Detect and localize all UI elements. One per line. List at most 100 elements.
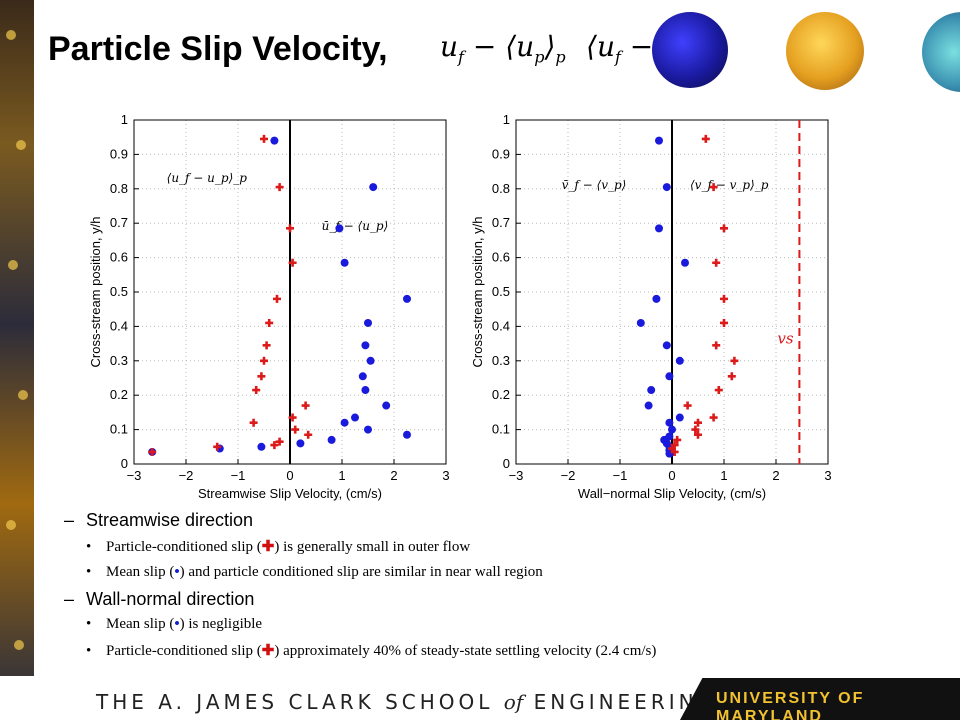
plus-marker-icon	[249, 418, 258, 427]
mean-slip-point	[652, 294, 661, 303]
mean-slip-point	[655, 136, 663, 145]
conditioned-slip-point	[727, 372, 736, 381]
bullet-streamwise-2: • Mean slip (•) and particle conditioned …	[86, 564, 924, 581]
conditioned-slip-point	[286, 224, 294, 233]
bullet-streamwise-1: • Particle-conditioned slip (✚) is genera…	[86, 537, 924, 556]
wallnormal-slip-chart: −3 −2 −1 0 1 2 3 0 0.1 0.2 0.3 0.4 0.5 0.6 0.7 0.8 0.9 1 W…	[470, 112, 832, 501]
mean-slip-point	[351, 413, 359, 422]
text: ) is generally small in outer flow	[274, 539, 471, 555]
conditioned-slip-point	[720, 318, 728, 327]
mean-slip-point	[364, 425, 372, 434]
mean-slip-point	[636, 318, 645, 327]
bullet-list: – Streamwise direction • Particle-conditio…	[64, 508, 924, 668]
eq1-uf: u	[440, 30, 459, 63]
plus-marker-icon	[291, 425, 300, 434]
mean-slip-point	[681, 258, 689, 267]
conditioned-slip-point	[714, 386, 723, 395]
conditioned-slip-point	[249, 418, 258, 427]
plus-marker-icon	[260, 134, 268, 143]
y-tick-label: 1	[503, 112, 510, 127]
y-tick-label: 1	[121, 112, 128, 127]
mean-slip-point	[361, 386, 370, 395]
y-axis-label: Cross-stream position, y/h	[88, 217, 103, 368]
y-tick-label: 0.3	[492, 353, 510, 368]
x-tick-label: 0	[668, 468, 675, 483]
conditioned-slip-point	[260, 356, 268, 365]
plus-marker-icon	[727, 372, 736, 381]
mean-slip-point	[675, 413, 684, 422]
strip-light	[8, 260, 18, 270]
mean-slip-point	[340, 258, 349, 267]
plus-marker-icon	[701, 134, 710, 143]
conditioned-slip-point	[288, 258, 297, 267]
conditioned-slip-point	[275, 183, 284, 192]
eq1-minus: − ⟨	[463, 30, 517, 63]
conditioned-slip-point	[694, 418, 702, 427]
text: ) is negligible	[179, 616, 263, 632]
y-tick-label: 0.3	[110, 353, 128, 368]
plus-marker-icon	[670, 447, 679, 456]
y-tick-label: 0.1	[492, 422, 510, 437]
university-name: UNIVERSITY OF MARYLAND	[716, 690, 865, 725]
plus-marker-icon	[694, 418, 702, 427]
y-tick-label: 0.2	[492, 387, 510, 402]
bullet-dot: •	[86, 643, 92, 659]
bullet-streamwise-heading: – Streamwise direction	[64, 510, 924, 531]
eq2-open: ⟨	[586, 30, 597, 63]
mean-slip-point	[655, 224, 663, 233]
strip-light	[6, 520, 16, 530]
dash: –	[64, 510, 75, 530]
eq1-outer-sub: p	[555, 47, 566, 67]
x-tick-label: 1	[338, 468, 345, 483]
mean-slip-point	[403, 294, 411, 303]
conditioned-slip-point	[694, 430, 702, 439]
plus-marker-icon	[260, 356, 268, 365]
eq1-p-sub: p	[534, 47, 545, 67]
x-tick-label: −2	[179, 468, 194, 483]
plus-marker-icon	[301, 401, 310, 410]
heading-text: Wall-normal direction	[86, 589, 255, 609]
chart-annotation: ⟨u_f − u_p⟩_p	[167, 171, 248, 185]
plus-marker-icon	[288, 413, 297, 422]
x-tick-label: −1	[231, 468, 246, 483]
plus-marker-icon	[720, 224, 728, 233]
chart-annotation: v̄_f − ⟨v_p⟩	[562, 178, 627, 192]
x-tick-label: 3	[824, 468, 831, 483]
plus-marker-icon	[286, 224, 294, 233]
mean-slip-point	[335, 224, 344, 233]
mean-slip-point	[665, 372, 674, 381]
mean-slip-point	[668, 425, 676, 434]
y-tick-label: 0.8	[492, 181, 510, 196]
plus-marker-icon	[694, 430, 702, 439]
conditioned-slip-point	[291, 425, 300, 434]
conditioned-slip-point	[260, 134, 268, 143]
conditioned-slip-point	[683, 401, 692, 410]
bullet-dot: •	[86, 564, 92, 580]
chart-annotation: ū_f − ⟨u_p⟩	[322, 219, 389, 233]
conditioned-slip-point	[691, 425, 700, 434]
plus-marker-icon	[673, 435, 682, 444]
conditioned-slip-point	[252, 386, 261, 395]
bullet-dot: •	[86, 616, 92, 632]
plus-marker-icon	[730, 356, 739, 365]
conditioned-slip-point	[257, 372, 266, 381]
mean-slip-point	[665, 418, 674, 427]
plus-marker-icon: ✚	[261, 539, 275, 555]
eq1-close: ⟩	[544, 30, 556, 63]
x-tick-label: 1	[720, 468, 727, 483]
mean-slip-point	[270, 136, 279, 145]
plus-marker-icon	[273, 294, 281, 303]
text: Mean slip (	[106, 616, 175, 632]
plus-marker-icon: ✚	[261, 643, 275, 659]
decorative-orb-cyan	[922, 12, 960, 92]
conditioned-slip-point	[670, 447, 679, 456]
conditioned-slip-point	[275, 437, 284, 446]
plus-marker-icon	[262, 341, 271, 350]
dot-marker-icon: •	[174, 616, 180, 632]
plus-marker-icon	[720, 318, 728, 327]
plus-marker-icon	[691, 425, 700, 434]
mean-slip-point	[662, 341, 671, 350]
y-tick-label: 0.5	[110, 284, 128, 299]
slide-title: Particle Slip Velocity,	[48, 30, 388, 68]
strip-light	[16, 140, 26, 150]
